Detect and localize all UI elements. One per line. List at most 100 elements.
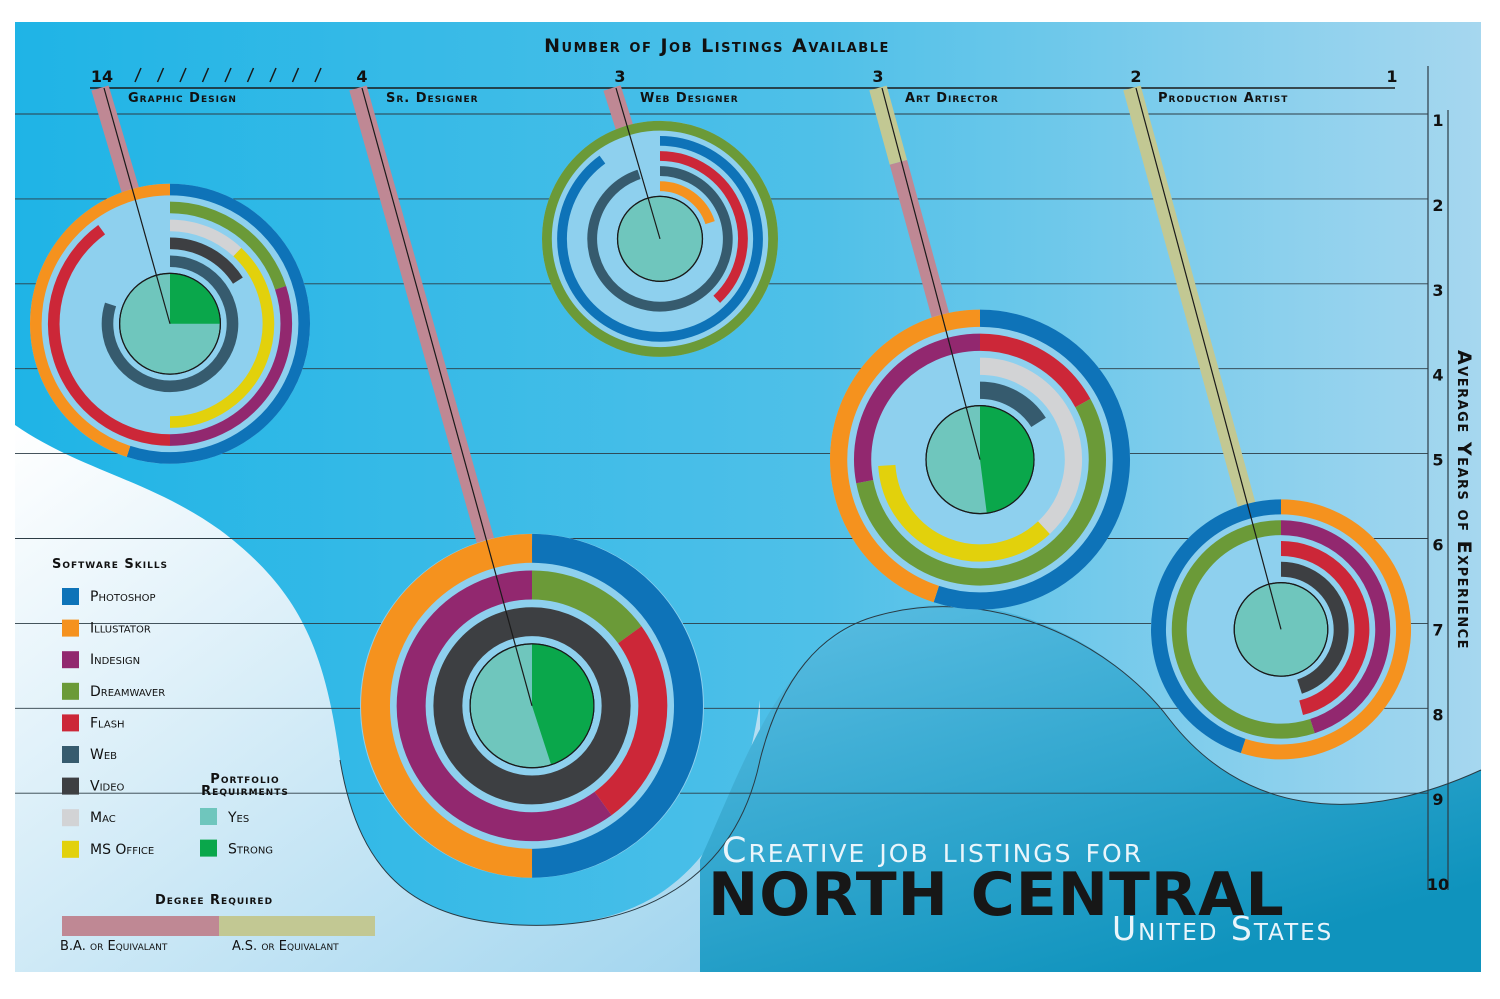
illustrator-ring-segment — [1240, 499, 1412, 760]
dreamweaver-ring-segment — [531, 570, 642, 644]
experience-tick-label: 6 — [1432, 536, 1443, 555]
video-ring-segment — [433, 607, 631, 805]
legend-label-photoshop: Photoshop — [90, 589, 156, 605]
headline-line-3: United States — [1112, 909, 1333, 948]
experience-tick-label: 3 — [1432, 281, 1443, 300]
portfolio-core-outline — [118, 272, 222, 375]
indesign-ring-segment — [169, 286, 293, 446]
legend-swatch-photoshop — [62, 588, 79, 605]
experience-axis-title: Average Years of Experience — [1453, 350, 1475, 650]
dreamweaver-ring-segment — [856, 398, 1106, 586]
listings-tick-label: 2 — [1130, 67, 1141, 86]
listings-tick-label: 4 — [356, 67, 367, 86]
legend-swatch-dreamweaver — [62, 682, 79, 700]
indesign-ring-segment — [1280, 520, 1391, 734]
portfolio-legend-items: Yes Strong — [200, 808, 273, 858]
job-title-label: Art Director — [905, 91, 999, 106]
job-title-label: Graphic Design — [128, 91, 237, 106]
axis-break-slash — [201, 67, 210, 83]
job-sr-designer: Sr. Designer — [349, 85, 704, 878]
video-ring-segment — [1280, 561, 1349, 694]
listings-tick-label: 14 — [91, 67, 113, 86]
legend-swatch-msoffice — [62, 840, 79, 858]
listings-axis-title: Number of Job Listings Available — [544, 35, 890, 57]
legend-label-dreamweaver: Dreamwaver — [90, 684, 165, 700]
legend-swatch-illustrator — [62, 619, 79, 637]
job-charts: Graphic Design Sr. Designer Web Designer Ar… — [30, 85, 1412, 878]
legend-swatch-video — [62, 777, 79, 795]
portfolio-core-outline — [1233, 582, 1329, 677]
job-title-label: Web Designer — [640, 91, 739, 106]
legend-swatch-indesign — [62, 651, 79, 669]
job-web-designer: Web Designer — [541, 85, 778, 357]
job-title-label: Sr. Designer — [386, 91, 479, 106]
portfolio-core-outline — [469, 643, 595, 769]
msoffice-ring-segment — [169, 247, 275, 428]
dreamweaver-ring-segment — [541, 120, 778, 357]
job-production-artist: Production Artist — [1123, 85, 1412, 760]
flash-ring-segment — [1280, 541, 1370, 716]
pointer-line — [881, 87, 981, 460]
left-white-shape — [15, 425, 760, 972]
flash-ring-segment — [594, 626, 668, 816]
legend-label-illustrator: Illustator — [90, 621, 151, 637]
legend-label-msoffice: MS Office — [90, 842, 154, 858]
photoshop-ring-segment — [126, 183, 310, 464]
flash-ring-segment — [659, 151, 748, 303]
headline-line-1: Creative job listings for — [722, 831, 1143, 871]
legend-label-video: Video — [90, 779, 125, 795]
portfolio-core-outline — [616, 195, 704, 282]
illustrator-ring-segment — [30, 183, 171, 457]
axis-break-slash — [179, 67, 187, 83]
legend-label-strong: Strong — [228, 842, 273, 858]
mac-ring-segment — [979, 357, 1082, 534]
pointer-line — [1135, 87, 1282, 630]
legend-swatch-flash — [62, 714, 79, 732]
axis-break-slash — [134, 67, 142, 83]
photoshop-ring-segment — [557, 135, 763, 342]
degree-label-ba: B.A. or Equivalant — [60, 939, 168, 954]
listings-tick-label: 1 — [1386, 67, 1397, 86]
msoffice-ring-segment — [878, 464, 1050, 562]
photoshop-ring-segment — [1151, 499, 1282, 754]
video-ring-segment — [169, 237, 243, 284]
legend: Software Skills Photoshop Illustator Indes… — [52, 557, 375, 954]
pointer-line — [103, 87, 171, 324]
portfolio-legend-title-1: Portfolio — [210, 772, 279, 787]
degree-bar-as — [219, 916, 375, 936]
job-art-director: Art Director — [830, 85, 1130, 610]
dreamweaver-ring-segment — [1171, 520, 1315, 739]
listings-axis: 14 4 3 3 2 1 — [90, 67, 1398, 89]
axis-break-slash — [314, 67, 322, 83]
axis-break-slash — [246, 67, 255, 83]
degree-band-segment — [869, 85, 908, 165]
legend-label-indesign: Indesign — [90, 652, 140, 668]
software-legend-items: Photoshop Illustator Indesign Dreamwaver Fla… — [62, 588, 165, 858]
listings-tick-label: 3 — [872, 67, 883, 86]
axis-break-slash — [269, 67, 277, 83]
web-ring-segment — [101, 255, 239, 393]
portfolio-legend-title-2: Requirments — [201, 784, 289, 799]
experience-tick-label: 1 — [1432, 111, 1443, 130]
legend-label-yes: Yes — [227, 810, 249, 826]
illustrator-ring-segment — [360, 533, 533, 878]
legend-swatch-web — [62, 746, 79, 763]
experience-tick-label: 10 — [1427, 875, 1449, 894]
web-ring-segment — [587, 166, 733, 312]
experience-tick-label: 2 — [1432, 196, 1443, 215]
experience-tick-label: 7 — [1432, 620, 1443, 639]
legend-swatch-yes — [200, 808, 217, 825]
pointer-line — [361, 87, 533, 706]
pointer-line — [615, 87, 661, 240]
flash-ring-segment — [979, 333, 1091, 408]
experience-tick-label: 8 — [1432, 705, 1443, 724]
axis-break-slash — [156, 67, 165, 83]
job-graphic-design: Graphic Design — [30, 85, 310, 464]
flash-ring-segment — [47, 225, 171, 446]
portfolio-strong — [170, 273, 221, 324]
legend-swatch-mac — [62, 809, 79, 827]
illustrator-ring-segment — [659, 181, 715, 225]
portfolio-strong — [532, 643, 594, 765]
mac-ring-segment — [169, 219, 242, 257]
